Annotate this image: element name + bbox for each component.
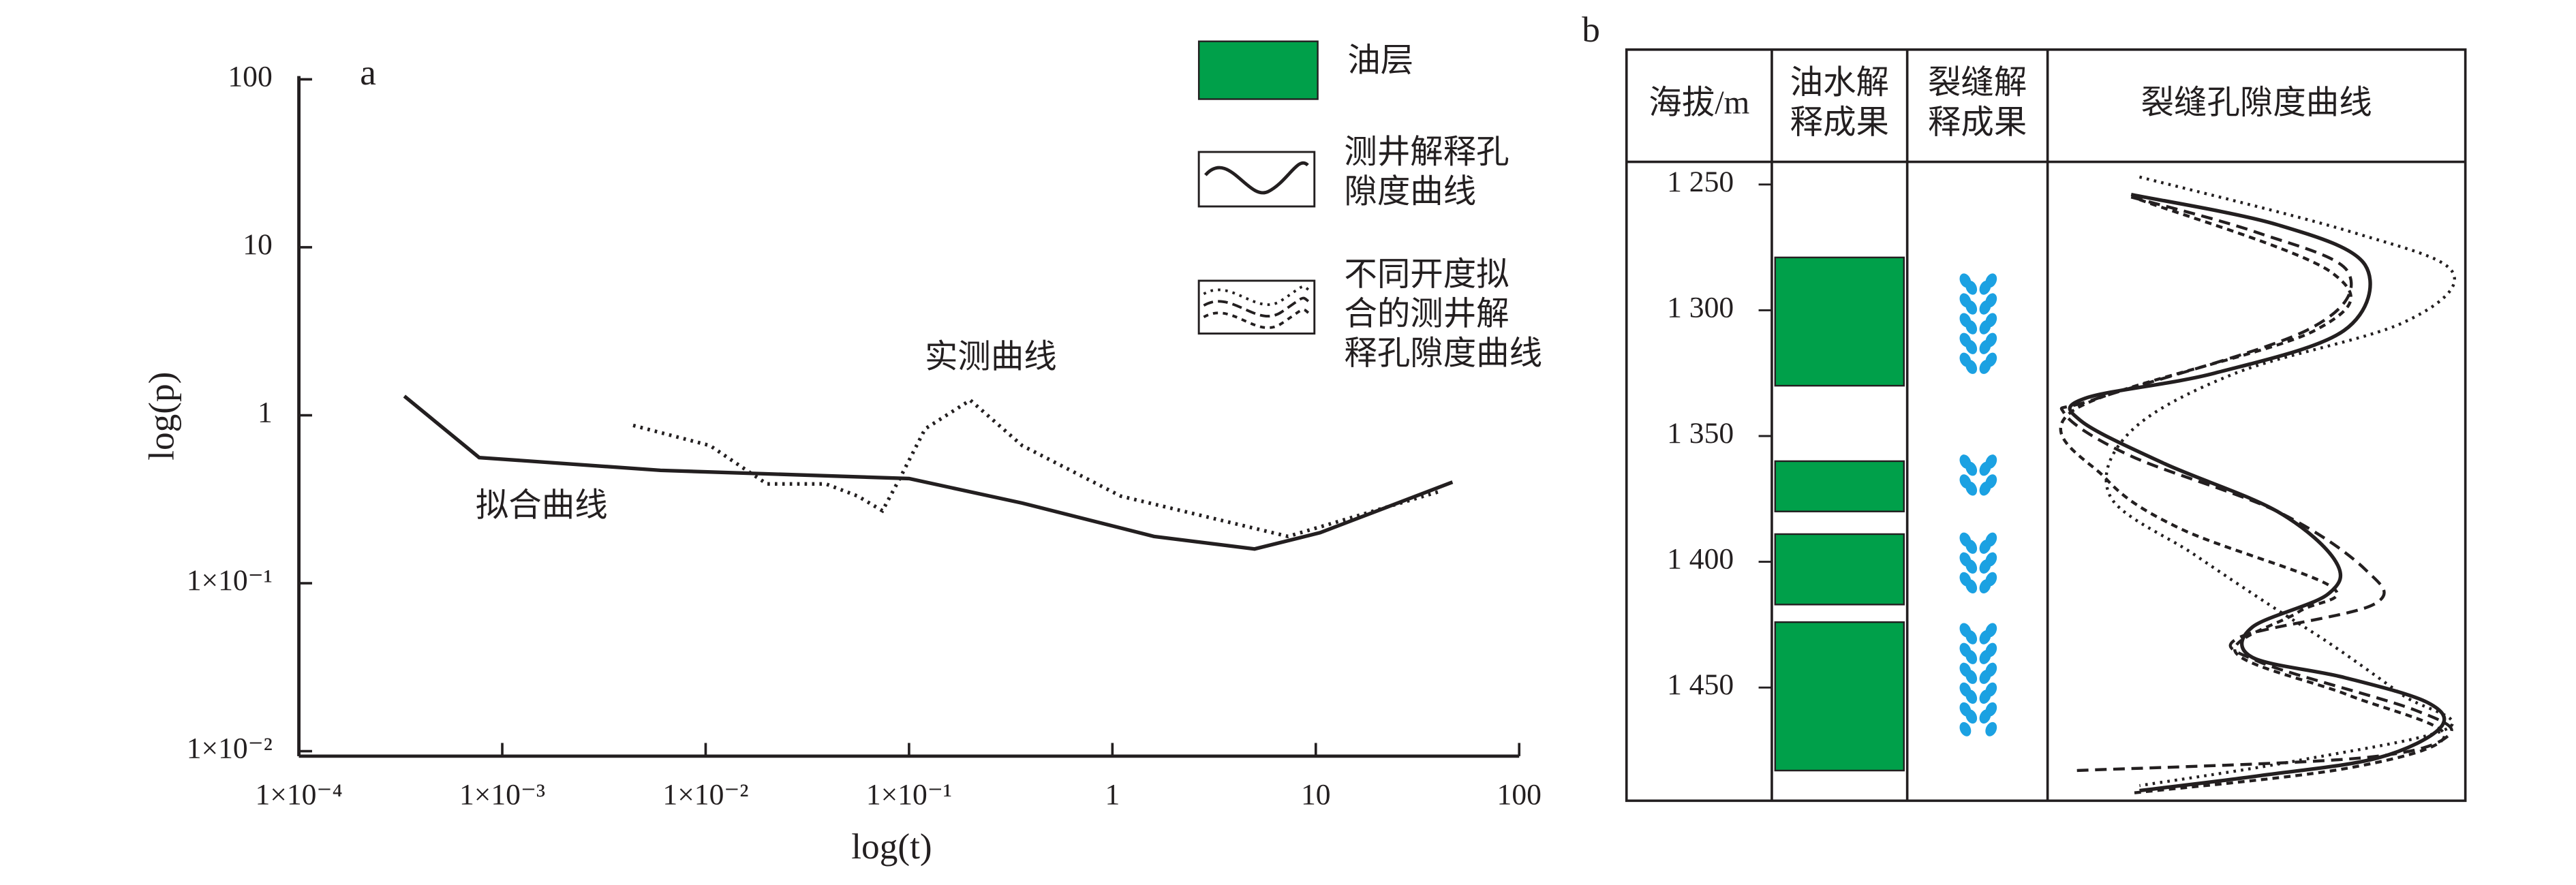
x-tick-label: 1×10⁻⁴ xyxy=(255,778,342,811)
legend-curve xyxy=(1203,296,1310,317)
fracture xyxy=(1965,360,1978,374)
y-tick-label: 1 250 xyxy=(1667,166,1734,198)
y-tick-label: 1 400 xyxy=(1667,543,1734,576)
y-tick-label: 10 xyxy=(243,228,273,261)
legend-curve xyxy=(1204,161,1309,195)
x-tick-label: 1×10⁻³ xyxy=(459,778,545,811)
fracture xyxy=(1965,461,1978,476)
legend-swatch xyxy=(1197,40,1319,100)
series-label: 实测曲线 xyxy=(925,339,1057,375)
y-tick-label: 100 xyxy=(228,60,272,93)
fracture xyxy=(1979,670,1991,684)
oil-layer xyxy=(1774,621,1905,772)
porosity-curve xyxy=(2059,198,2447,795)
fracture xyxy=(1965,320,1978,335)
fracture xyxy=(1965,689,1978,704)
legend-box xyxy=(1197,151,1316,208)
y-tick-label: 1×10⁻² xyxy=(187,732,273,765)
fracture xyxy=(1965,540,1978,554)
fracture xyxy=(1979,360,1991,374)
legend-curve xyxy=(1203,285,1310,306)
fracture xyxy=(1965,670,1978,684)
oil-layer xyxy=(1774,533,1905,606)
column-header: 裂缝孔隙度曲线 xyxy=(2141,84,2372,121)
y-tick-label: 1 300 xyxy=(1667,291,1734,324)
panel-label: b xyxy=(1582,10,1600,50)
fracture xyxy=(1965,340,1978,354)
x-tick-label: 1 xyxy=(1105,778,1120,811)
legend-label: 不同开度拟 xyxy=(1344,256,1509,292)
fracture xyxy=(1965,481,1978,496)
legend-label: 合的测井解 xyxy=(1344,296,1509,332)
fracture xyxy=(1965,280,1978,295)
fracture xyxy=(1979,280,1991,295)
fracture xyxy=(1979,340,1991,354)
x-tick-label: 1×10⁻¹ xyxy=(866,778,952,811)
fracture xyxy=(1985,721,1997,736)
fracture-zone xyxy=(1959,623,1997,736)
log-frame xyxy=(1625,48,2467,803)
y-tick-label: 1 450 xyxy=(1667,668,1734,701)
porosity-curve xyxy=(2059,196,2453,773)
legend-label: 隙度曲线 xyxy=(1344,174,1476,210)
fracture xyxy=(1965,650,1978,664)
column-header: 油水解 xyxy=(1790,65,1889,101)
fracture xyxy=(1979,300,1991,315)
fracture xyxy=(1979,689,1991,704)
legend-label: 测井解释孔 xyxy=(1344,134,1509,170)
porosity-curve xyxy=(2068,192,2447,793)
fracture xyxy=(1979,461,1991,476)
fracture xyxy=(1959,721,1972,736)
porosity-curve xyxy=(2104,175,2456,788)
column-header: 释成果 xyxy=(1928,104,2027,140)
legend-label: 释孔隙度曲线 xyxy=(1344,336,1542,372)
legend-curve xyxy=(1203,308,1310,329)
fracture xyxy=(1979,320,1991,335)
y-tick-label: 1×10⁻¹ xyxy=(187,564,273,597)
fracture-zone xyxy=(1959,273,1997,374)
fracture xyxy=(1965,300,1978,315)
oil-layer xyxy=(1774,460,1905,512)
x-tick-label: 10 xyxy=(1301,778,1331,811)
y-tick-label: 1 xyxy=(258,397,273,429)
y-tick-label: 1 350 xyxy=(1667,417,1734,450)
data-line xyxy=(403,394,1454,551)
data-line xyxy=(632,398,1439,539)
column-header: 海拔/m xyxy=(1649,84,1749,121)
fracture xyxy=(1979,559,1991,574)
fracture xyxy=(1965,630,1978,645)
fracture-zone xyxy=(1959,454,1997,496)
fracture xyxy=(1979,709,1991,724)
fracture xyxy=(1965,559,1978,574)
legend-label: 油层 xyxy=(1347,43,1413,79)
column-header: 释成果 xyxy=(1790,104,1889,140)
fracture xyxy=(1979,650,1991,664)
fracture-zone xyxy=(1959,532,1997,594)
y-axis-label: log(p) xyxy=(142,372,182,461)
x-tick-label: 1×10⁻² xyxy=(662,778,748,811)
fracture xyxy=(1965,579,1978,594)
legend-box xyxy=(1197,279,1316,335)
fracture xyxy=(1965,709,1978,724)
oil-layer xyxy=(1774,256,1905,387)
x-axis-label: log(t) xyxy=(851,826,932,867)
fracture xyxy=(1979,481,1991,496)
fracture xyxy=(1979,579,1991,594)
column-header: 裂缝解 xyxy=(1928,65,2027,101)
panel-label: a xyxy=(360,52,376,93)
fracture xyxy=(1979,540,1991,554)
series-label: 拟合曲线 xyxy=(476,488,608,524)
fracture xyxy=(1979,630,1991,645)
x-tick-label: 100 xyxy=(1497,778,1542,811)
